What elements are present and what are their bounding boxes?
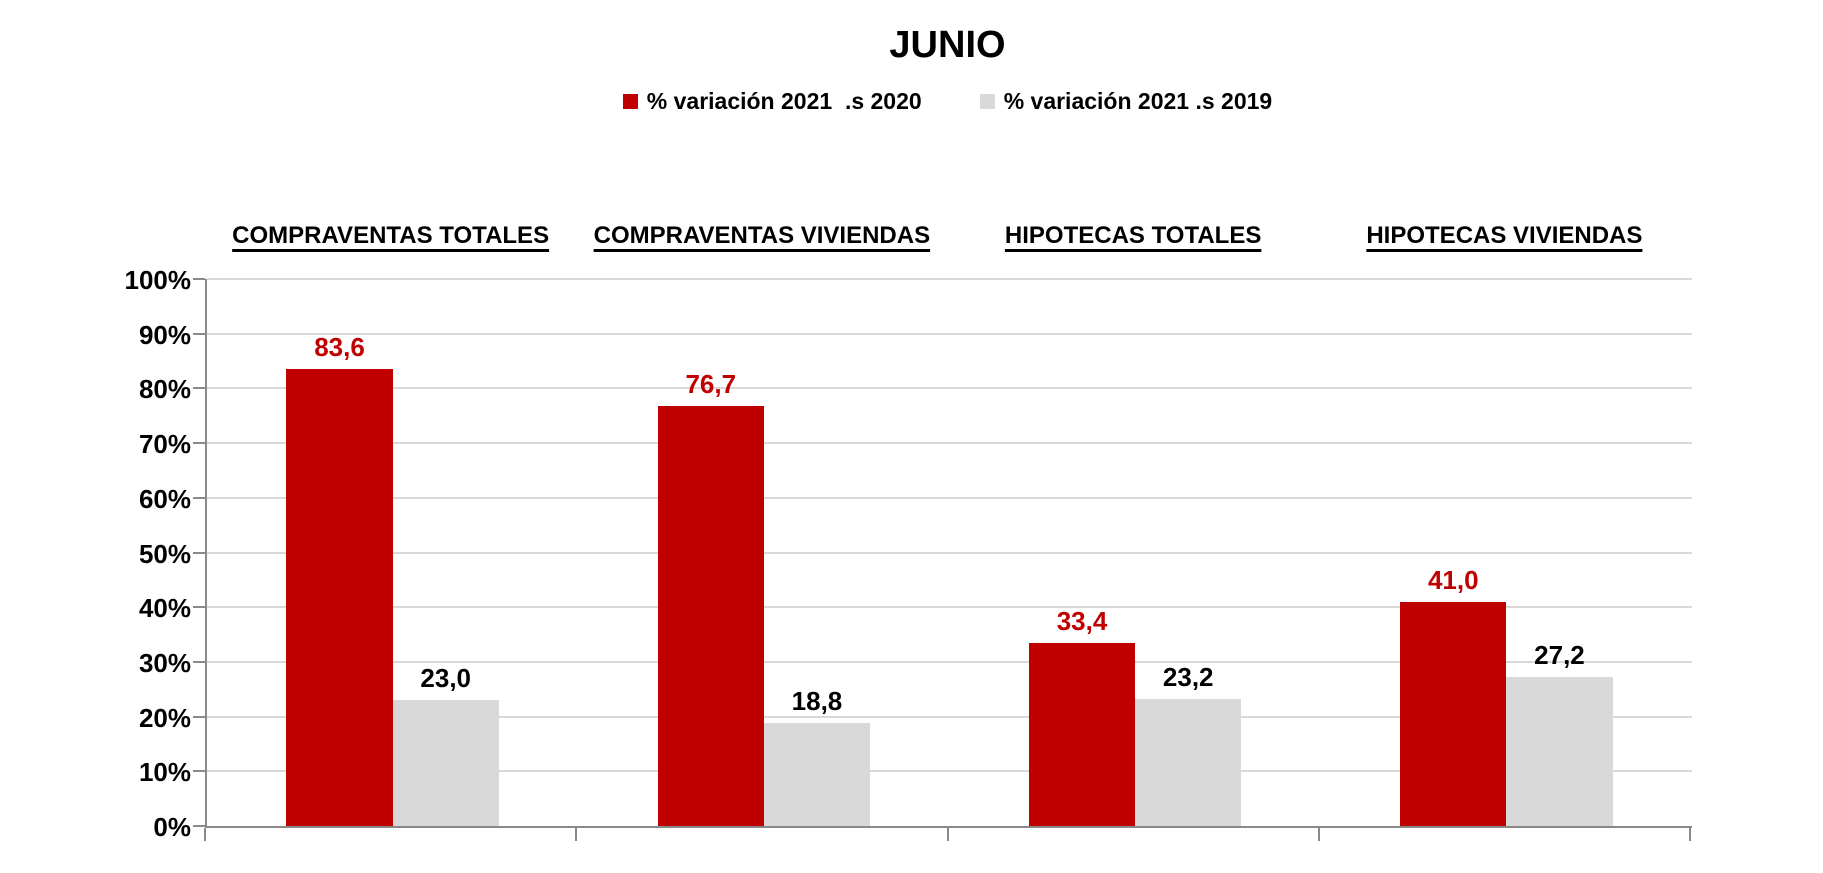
- y-axis-tick: [193, 606, 205, 609]
- x-axis-tick: [1317, 828, 1320, 841]
- y-axis-tick-label: 40%: [138, 593, 191, 624]
- bar-group: 83,6 23,0: [207, 279, 578, 826]
- y-axis-tick-label: 70%: [138, 429, 191, 460]
- category-header: COMPRAVENTAS VIVIENDAS: [593, 222, 931, 249]
- gridline: [207, 387, 1692, 390]
- gridline: [207, 442, 1692, 445]
- value-label: 23,0: [420, 663, 472, 694]
- chart-title: JUNIO: [889, 24, 1006, 66]
- bar-variation-2020: 41,0: [1400, 567, 1507, 826]
- y-axis-tick-label: 10%: [138, 757, 191, 788]
- legend: % variación 2021 .s 2020 % variación 2021…: [205, 88, 1690, 115]
- y-axis-tick-label: 80%: [138, 374, 191, 405]
- x-axis-tick: [946, 828, 949, 841]
- bar-variation-2019: 23,2: [1135, 664, 1242, 826]
- value-label: 23,2: [1162, 662, 1214, 693]
- x-axis-tick: [575, 828, 578, 841]
- bars-row: 83,6 23,0 76,7 18,8 33,4 23,2 41,0 27,2: [207, 279, 1692, 826]
- gridline: [207, 606, 1692, 609]
- bar-group: 33,4 23,2: [950, 279, 1321, 826]
- y-axis-tick-label: 0%: [153, 812, 191, 842]
- y-axis-tick: [193, 496, 205, 499]
- value-label: 18,8: [791, 686, 843, 717]
- legend-label: % variación 2021 .s 2019: [1003, 88, 1273, 114]
- legend-item: % variación 2021 .s 2020: [622, 88, 922, 115]
- y-axis-tick-label: 30%: [138, 647, 191, 678]
- y-axis-tick: [193, 825, 205, 827]
- y-axis-tick: [193, 551, 205, 554]
- y-axis-tick: [193, 278, 205, 280]
- legend-item: % variación 2021 .s 2019: [979, 88, 1273, 115]
- bar-variation-2020: 76,7: [657, 371, 764, 826]
- value-label: 41,0: [1427, 564, 1479, 595]
- plot-area: 83,6 23,0 76,7 18,8 33,4 23,2 41,0 27,2: [205, 278, 1692, 828]
- y-axis-tick-label: 100%: [124, 265, 192, 295]
- bar-variation-2019: 18,8: [763, 688, 871, 826]
- bar-group: 41,0 27,2: [1321, 279, 1692, 826]
- x-axis-tick: [1689, 828, 1691, 841]
- x-axis-tick: [204, 828, 206, 841]
- y-axis-tick: [193, 660, 205, 663]
- category-header: HIPOTECAS TOTALES: [1004, 222, 1262, 249]
- category-header: COMPRAVENTAS TOTALES: [232, 222, 550, 249]
- value-label: 83,6: [314, 331, 365, 362]
- y-axis-tick: [193, 387, 205, 390]
- legend-swatch-icon: [622, 94, 638, 109]
- category-header: HIPOTECAS VIVIENDAS: [1366, 222, 1643, 249]
- bar-variation-2020: 33,4: [1028, 608, 1136, 826]
- y-axis-tick: [193, 770, 205, 773]
- y-axis-tick-label: 50%: [138, 538, 191, 569]
- y-axis-tick: [193, 332, 205, 335]
- value-label: 27,2: [1534, 640, 1585, 671]
- bar-variation-2019: 23,0: [392, 665, 499, 826]
- y-axis-tick: [193, 442, 205, 445]
- y-axis-tick: [193, 715, 205, 718]
- bar-variation-2019: 27,2: [1506, 642, 1613, 826]
- value-label: 33,4: [1056, 606, 1108, 637]
- y-axis-tick-label: 20%: [138, 702, 191, 733]
- gridline: [207, 551, 1692, 554]
- category-header-row: COMPRAVENTAS TOTALES COMPRAVENTAS VIVIEND…: [205, 222, 1690, 250]
- bar-group: 76,7 18,8: [578, 279, 949, 826]
- gridline: [207, 332, 1692, 335]
- gridline: [207, 278, 1692, 280]
- y-axis-tick-label: 60%: [138, 483, 191, 514]
- bar-variation-2020: 83,6: [286, 334, 393, 826]
- gridline: [207, 496, 1692, 499]
- gridline: [207, 770, 1692, 773]
- value-label: 76,7: [685, 369, 737, 400]
- gridline: [207, 715, 1692, 718]
- y-axis-tick-label: 90%: [138, 319, 191, 350]
- legend-swatch-icon: [979, 94, 995, 109]
- legend-label: % variación 2021 .s 2020: [646, 88, 922, 114]
- gridline: [207, 660, 1692, 663]
